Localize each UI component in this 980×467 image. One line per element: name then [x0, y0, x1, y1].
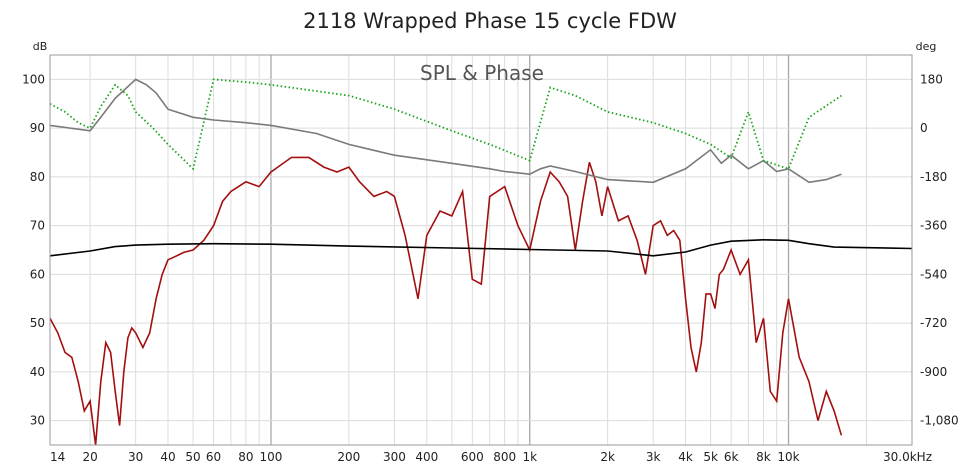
x-tick-label: 5k: [703, 450, 718, 464]
y-left-tick-label: 60: [30, 267, 45, 281]
x-tick-label: 4k: [678, 450, 693, 464]
x-tick-label: 60: [206, 450, 221, 464]
x-tick-label: 2k: [600, 450, 615, 464]
x-tick-label: 400: [415, 450, 438, 464]
series-line: [49, 238, 913, 257]
y-left-tick-label: 70: [30, 219, 45, 233]
y-left-tick-label: 80: [30, 170, 45, 184]
y-left-tick-label: 40: [30, 365, 45, 379]
x-tick-label: 600: [461, 450, 484, 464]
series-line: [49, 78, 842, 184]
y-left-tick-label: 50: [30, 316, 45, 330]
x-tick-label: 20: [82, 450, 97, 464]
x-tick-label: 200: [337, 450, 360, 464]
x-tick-label: 3k: [646, 450, 661, 464]
series-layer: [49, 78, 913, 446]
series-line: [49, 78, 842, 171]
x-tick-label: 50: [185, 450, 200, 464]
x-tick-label: 8k: [756, 450, 771, 464]
x-tick-label: 1k: [522, 450, 537, 464]
tick-labels: 14 20 30 40 50 60 80 100 200 300 400 600 800 1k 2k 3k 4k…: [22, 72, 959, 464]
x-tick-label: 6k: [724, 450, 739, 464]
y-right-tick-label: -720: [920, 316, 947, 330]
x-tick-label: 10k: [777, 450, 799, 464]
y-right-tick-label: -360: [920, 219, 947, 233]
x-tick-label: 14: [50, 450, 65, 464]
y-left-tick-label: 100: [22, 72, 45, 86]
chart-title: 2118 Wrapped Phase 15 cycle FDW: [303, 9, 677, 33]
x-tick-label: 100: [260, 450, 283, 464]
y-right-tick-label: 0: [920, 121, 928, 135]
y-left-unit: dB: [33, 40, 48, 53]
series-line: [49, 156, 843, 446]
x-tick-label: 800: [493, 450, 516, 464]
x-tick-label: 30: [128, 450, 143, 464]
y-right-unit: deg: [916, 40, 937, 53]
x-tick-label: 300: [383, 450, 406, 464]
chart-inner-title: SPL & Phase: [420, 61, 544, 85]
y-left-tick-label: 30: [30, 414, 45, 428]
plot-frame: [49, 54, 913, 446]
x-tick-label: 80: [238, 450, 253, 464]
x-tick-label: 30.0kHz: [883, 450, 932, 464]
y-right-tick-label: -180: [920, 170, 947, 184]
y-right-tick-label: -900: [920, 365, 947, 379]
y-right-tick-label: -540: [920, 267, 947, 281]
y-right-tick-label: -1,080: [920, 414, 959, 428]
x-tick-label: 40: [160, 450, 175, 464]
y-left-tick-label: 90: [30, 121, 45, 135]
y-right-tick-label: 180: [920, 72, 943, 86]
